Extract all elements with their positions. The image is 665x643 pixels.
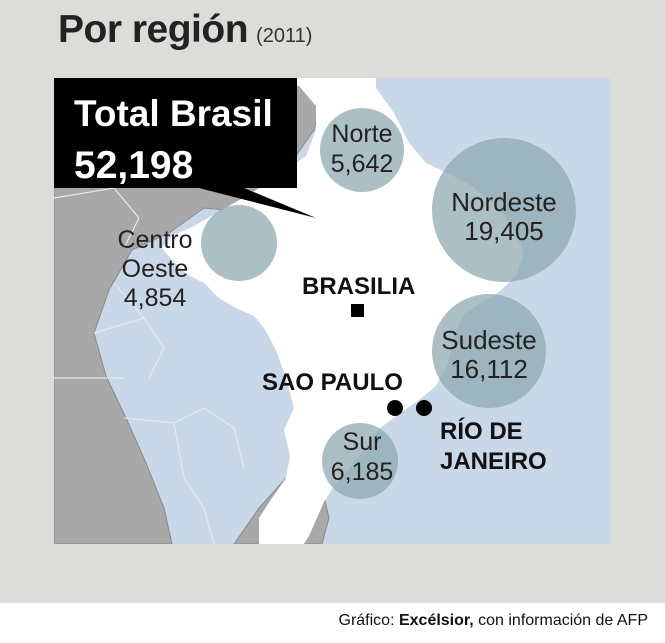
region-name-sudeste: Sudeste <box>441 325 536 355</box>
region-name-sur: Sur <box>343 428 382 456</box>
city-label-rio-2: JANEIRO <box>440 448 547 475</box>
region-value-sur: 6,185 <box>331 458 394 486</box>
neighbor-countries <box>54 78 323 544</box>
chart-year: (2011) <box>256 25 313 47</box>
bubble-nordeste <box>432 138 576 282</box>
region-value-centro-oeste: 4,854 <box>124 284 187 312</box>
city-label-brasilia: BRASILIA <box>302 273 415 300</box>
total-box <box>54 78 316 218</box>
brasilia-marker <box>351 304 364 317</box>
region-name-norte: Norte <box>331 120 392 148</box>
footer-suffix: con información de AFP <box>473 612 648 629</box>
chart-title: Por región <box>58 8 249 51</box>
map: Total Brasil 52,198 Norte 5,642 Nordeste… <box>54 78 610 544</box>
bubble-sudeste <box>432 294 546 408</box>
region-value-sudeste: 16,112 <box>450 354 528 384</box>
neighbor-borders <box>54 187 245 544</box>
total-label: Total Brasil <box>74 93 273 134</box>
footer-credit: Gráfico: Excélsior, con información de A… <box>339 612 649 630</box>
bubble-sur <box>322 423 398 499</box>
region-name-centro-oeste-2: Oeste <box>122 255 189 283</box>
city-label-rio-1: RÍO DE <box>440 417 523 445</box>
sao-paulo-marker <box>387 400 403 416</box>
bubble-centro-oeste <box>201 205 277 281</box>
footer: Gráfico: Excélsior, con información de A… <box>0 603 665 643</box>
total-value: 52,198 <box>74 144 193 187</box>
region-name-centro-oeste-1: Centro <box>117 226 192 254</box>
region-name-nordeste: Nordeste <box>451 187 557 217</box>
footer-prefix: Gráfico: <box>338 612 399 629</box>
title-group: Por región (2011) <box>58 8 312 58</box>
city-label-sao-paulo: SAO PAULO <box>262 369 403 396</box>
region-value-nordeste: 19,405 <box>464 216 544 246</box>
region-value-norte: 5,642 <box>331 150 394 178</box>
bubble-norte <box>320 108 404 192</box>
map-svg: Total Brasil 52,198 Norte 5,642 Nordeste… <box>54 78 610 544</box>
footer-source: Excélsior, <box>398 612 474 629</box>
rio-marker <box>416 400 432 416</box>
